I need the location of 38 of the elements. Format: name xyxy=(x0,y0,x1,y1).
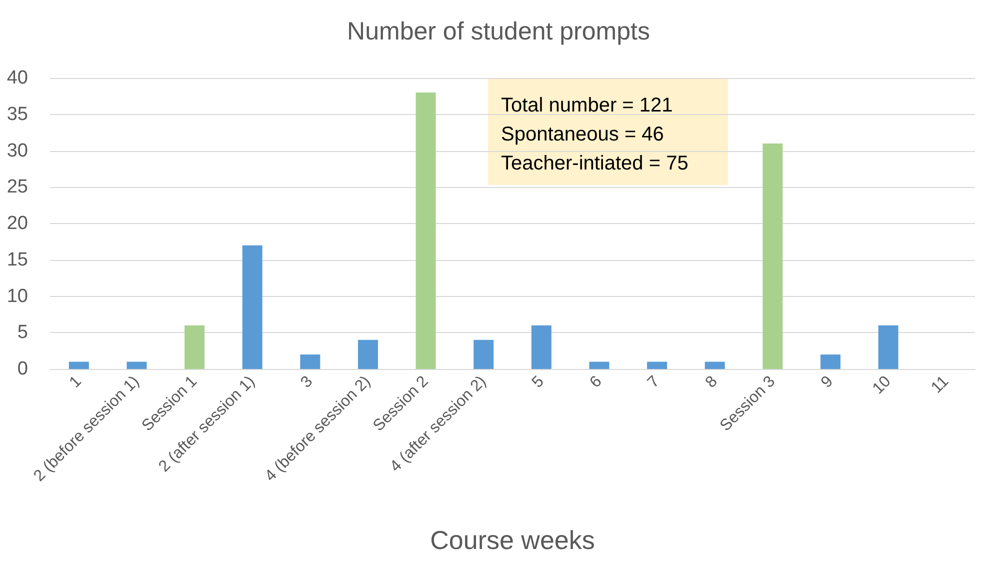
x-axis-title: Course weeks xyxy=(430,525,595,555)
x-tick-label: 7 xyxy=(644,372,664,392)
bar xyxy=(878,325,898,369)
x-tick-label: 1 xyxy=(66,372,85,392)
bar xyxy=(589,362,610,369)
bar xyxy=(184,325,205,369)
y-tick-label: 35 xyxy=(6,104,28,125)
annotation: Total number = 121 xyxy=(501,94,673,116)
x-tick-label: 10 xyxy=(870,372,894,398)
x-tick-label: 11 xyxy=(928,372,952,397)
x-tick-label: 8 xyxy=(702,372,721,392)
y-tick-label: 10 xyxy=(6,286,28,307)
annotation: Teacher-intiated = 75 xyxy=(501,152,688,174)
x-tick-label: 9 xyxy=(818,372,837,392)
bar xyxy=(126,362,147,369)
bar xyxy=(474,340,494,369)
y-tick-label: 5 xyxy=(17,322,28,344)
bar xyxy=(242,245,262,369)
x-tick-label: 3 xyxy=(298,372,316,392)
bar xyxy=(762,143,783,369)
bar xyxy=(704,362,725,369)
y-tick-label: 25 xyxy=(6,176,28,198)
bar xyxy=(531,325,552,369)
bar xyxy=(647,362,668,369)
y-tick-label: 40 xyxy=(6,68,28,88)
y-tick-label: 15 xyxy=(6,249,28,270)
bar xyxy=(416,92,436,369)
bar xyxy=(358,340,378,369)
chart-title: Number of student prompts xyxy=(347,18,650,46)
x-tick-label: 6 xyxy=(586,372,606,392)
annotation: Spontaneous = 46 xyxy=(501,124,664,146)
bar xyxy=(68,362,89,369)
y-tick-label: 20 xyxy=(6,213,28,234)
y-tick-label: 0 xyxy=(17,358,28,380)
y-tick-label: 30 xyxy=(6,140,28,162)
bar xyxy=(300,354,320,369)
x-tick-label: 5 xyxy=(529,372,548,392)
bar xyxy=(820,354,840,369)
